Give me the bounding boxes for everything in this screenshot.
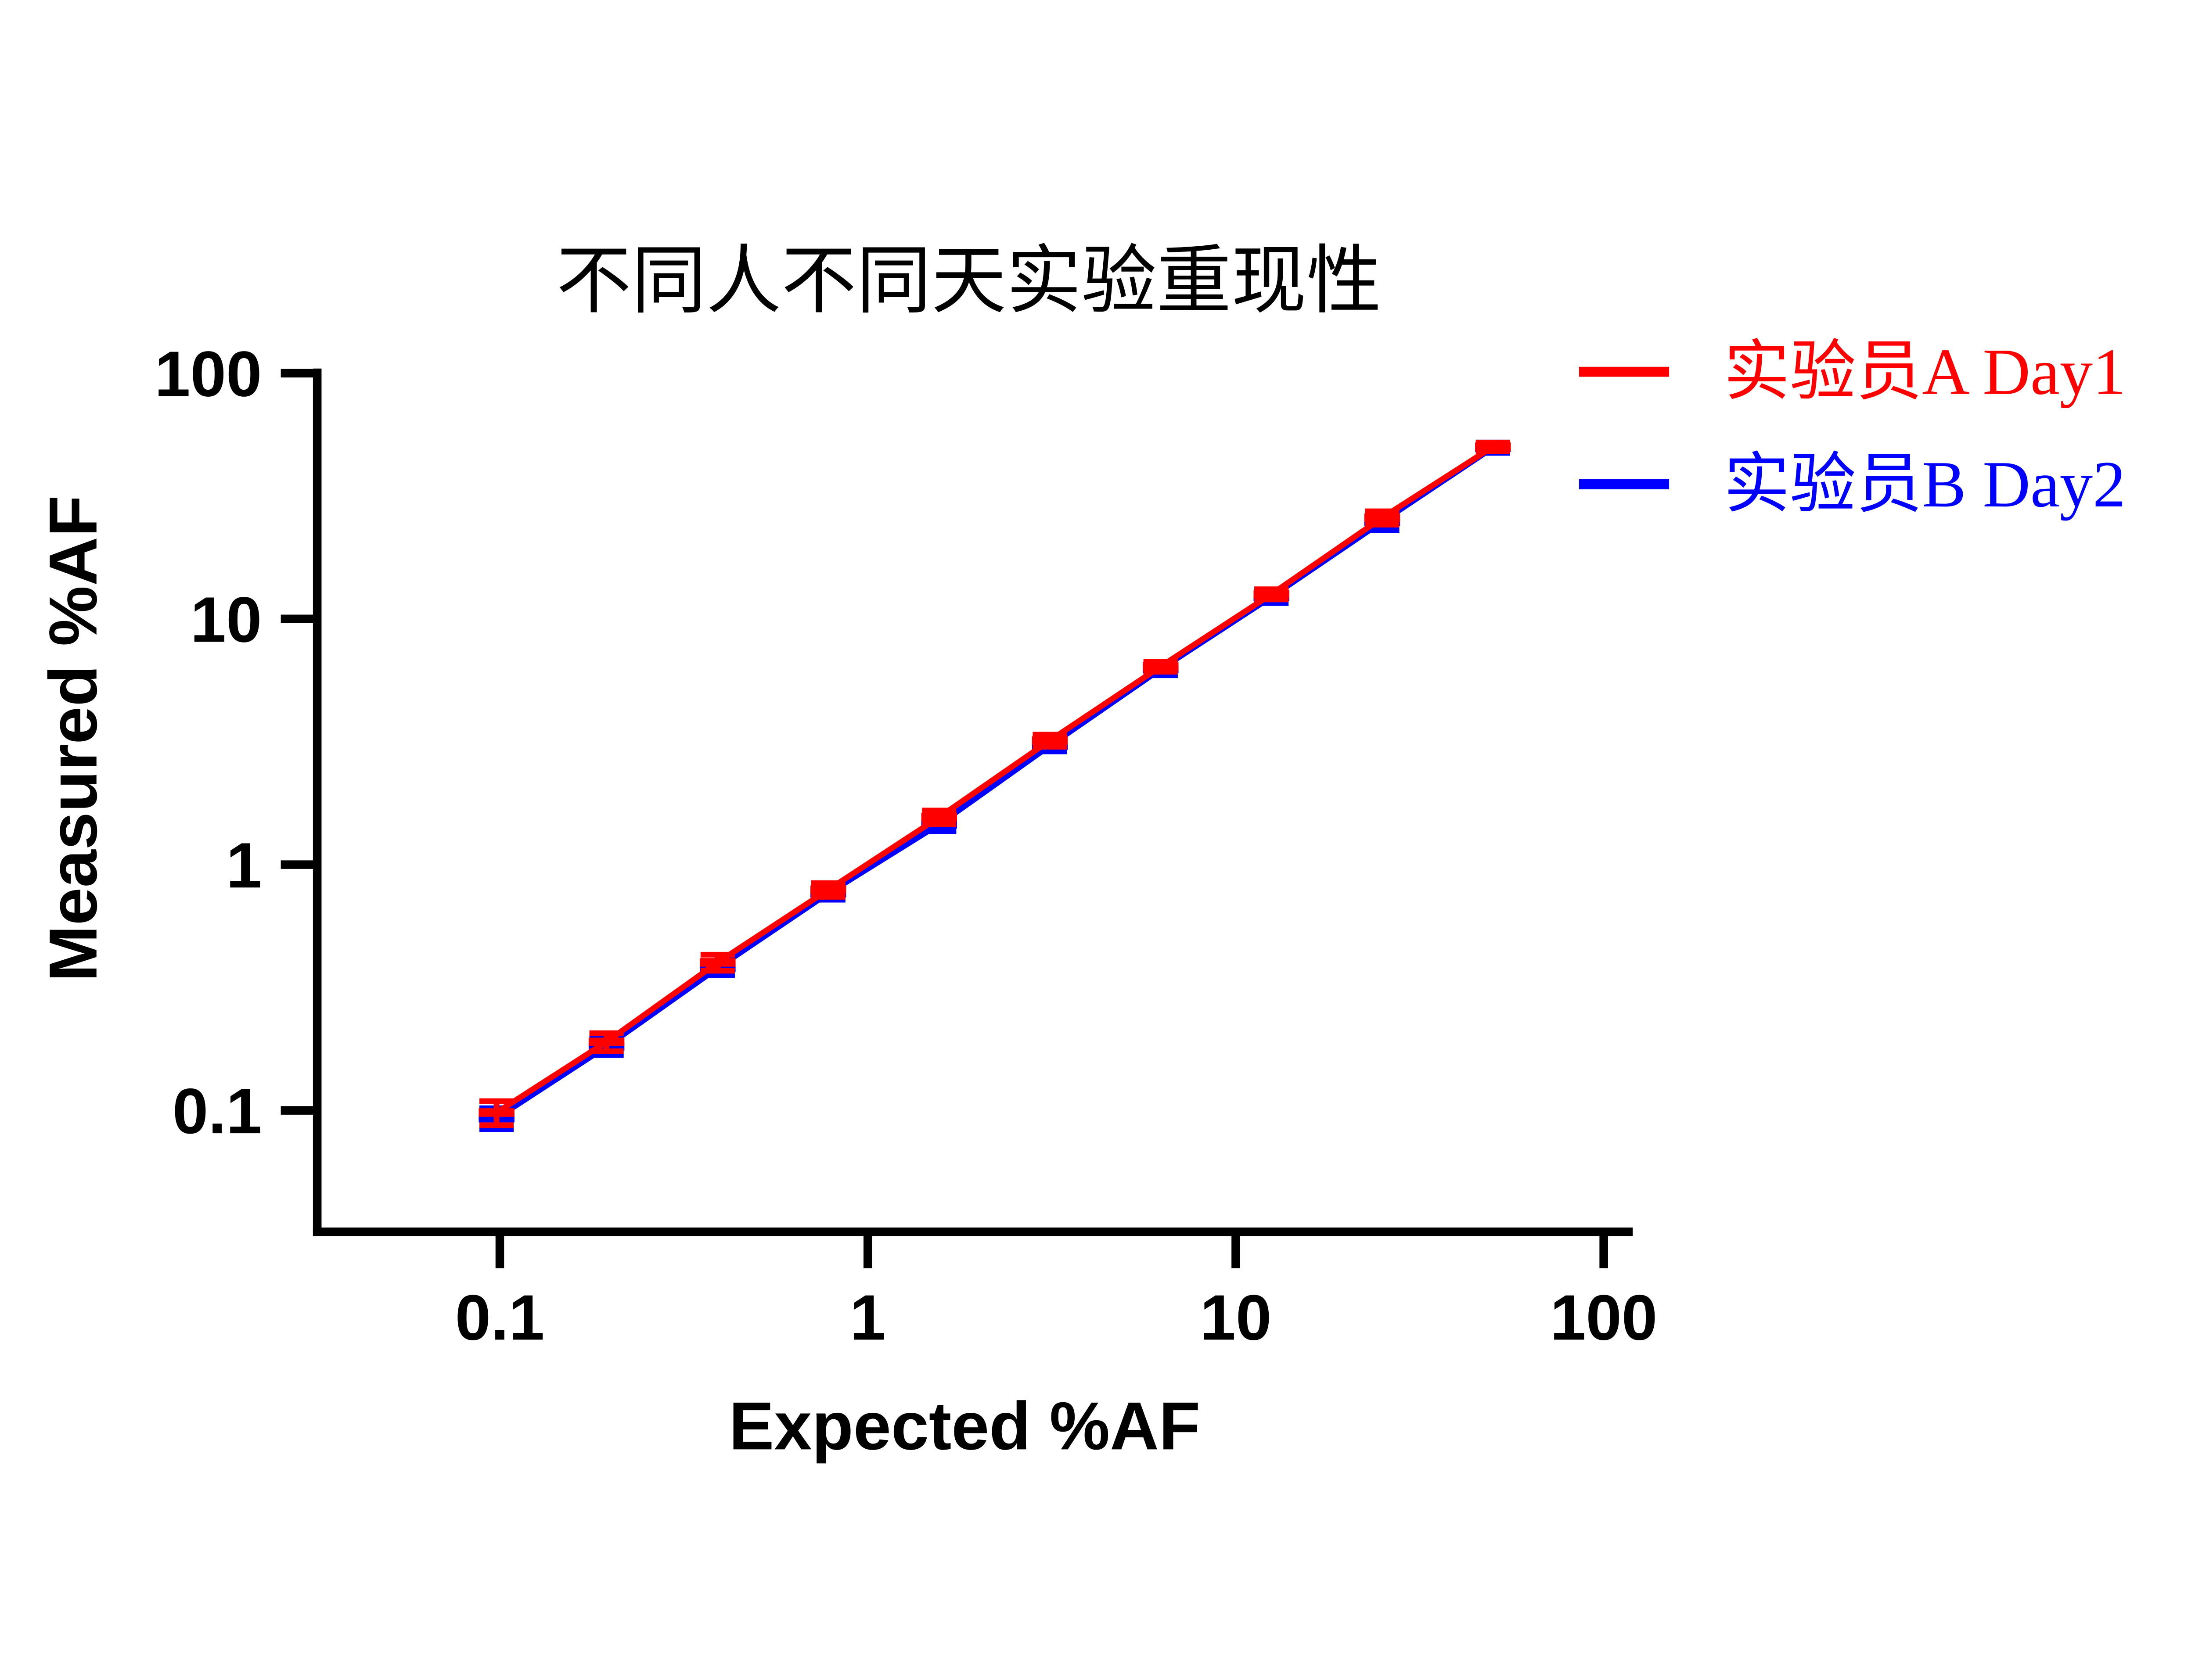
x-axis-tick-label: 10 [1200, 1282, 1271, 1354]
legend: 实验员A Day1 实验员B Day2 [1579, 335, 2126, 521]
chart-title: 不同人不同天实验重现性 [556, 240, 1382, 323]
legend-item-day1: 实验员A Day1 [1579, 335, 2126, 409]
plot-area: 100 10 1 0.1 0.1 1 10 100 [155, 338, 1657, 1353]
y-axis-tick-label: 100 [155, 338, 262, 410]
y-axis-tick-label: 10 [191, 584, 262, 656]
series-marker [1364, 513, 1400, 522]
series-marker [1253, 590, 1289, 599]
series-marker [700, 958, 736, 967]
series-marker [479, 1108, 515, 1117]
x-axis-label: Expected %AF [729, 1388, 1200, 1464]
series-marker [1475, 442, 1511, 451]
legend-label-day2: 实验员B Day2 [1724, 448, 2126, 521]
x-axis-tick-label: 0.1 [455, 1282, 545, 1354]
series-marker [588, 1037, 625, 1046]
legend-item-day2: 实验员B Day2 [1579, 448, 2126, 521]
series-line [495, 444, 1495, 1115]
series-marker [1143, 662, 1179, 671]
y-axis-tick-label: 0.1 [173, 1075, 262, 1147]
x-axis-tick-label: 1 [850, 1282, 885, 1354]
axes-frame [313, 368, 1633, 1236]
series-line [495, 445, 1495, 1121]
y-axis-tick-label: 1 [226, 829, 262, 901]
series-marker [921, 813, 957, 822]
y-axis-label: Measured %AF [35, 495, 111, 982]
series-marker [1032, 736, 1068, 745]
x-axis-tick-label: 100 [1550, 1282, 1657, 1354]
legend-label-day1: 实验员A Day1 [1724, 335, 2126, 409]
series-marker [810, 885, 846, 894]
